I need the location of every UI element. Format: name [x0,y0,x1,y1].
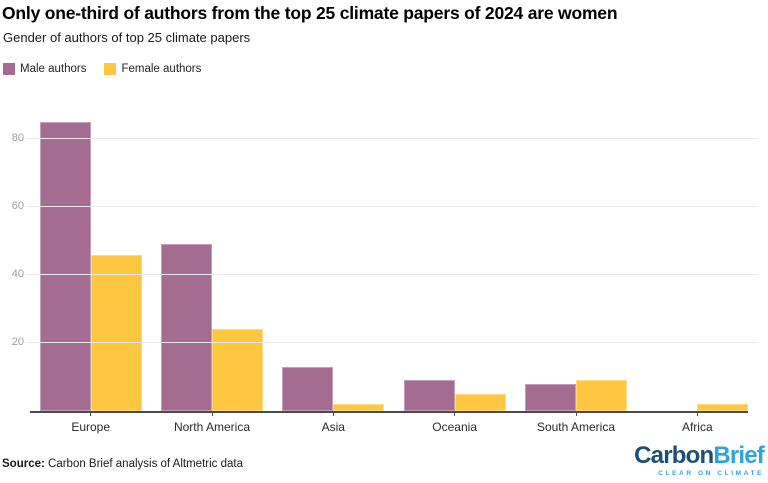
x-axis-label-africa: Africa [681,420,713,434]
x-axis-tick-oceania [454,411,456,416]
x-axis-label-oceania: Oceania [432,420,477,434]
bar-group-europe [30,105,151,411]
y-axis-tick-label-20: 20 [11,336,24,348]
y-axis-tick-label-40: 40 [11,268,24,280]
bar-oceania-male-authors [403,380,455,411]
x-axis-label-asia: Asia [321,420,345,434]
legend-label-female: Female authors [121,63,202,75]
plot-area [26,105,758,416]
source-label: Source: [2,458,45,470]
bar-group-asia [273,105,394,411]
source-note: Source: Carbon Brief analysis of Altmetr… [2,458,243,470]
logo-tagline: CLEAR ON CLIMATE [658,470,764,477]
x-axis-tick-north-america [211,411,213,416]
x-axis-label-europe: Europe [71,420,111,434]
logo-wordmark: CarbonBrief [634,442,765,469]
bar-group-africa [637,105,758,411]
bar-group-south-america [515,105,636,411]
bar-asia-female-authors [333,404,385,411]
bar-europe-female-authors [90,254,142,411]
x-axis-labels: Europe North America Asia Oceania South Amer… [30,420,758,434]
bar-north-america-male-authors [160,244,212,411]
bar-africa-female-authors [697,404,749,411]
legend: Male authors Female authors [3,63,201,75]
logo-brief: Brief [713,442,764,469]
bar-group-oceania [394,105,515,411]
x-axis-line [30,411,748,413]
bar-south-america-female-authors [575,380,627,411]
y-axis-tick-label-80: 80 [11,132,24,144]
source-text: Carbon Brief analysis of Altmetric data [44,458,243,470]
gridline-40 [26,274,758,275]
bar-north-america-female-authors [211,329,263,411]
x-axis-tick-europe [90,411,92,416]
carbonbrief-logo: CarbonBrief CLEAR ON CLIMATE [634,442,765,478]
gridline-80 [26,138,758,139]
female-authors-swatch-icon [104,63,117,75]
male-authors-swatch-icon [3,63,15,75]
x-axis-label-north-america: North America [173,420,250,434]
legend-item-female: Female authors [104,63,201,75]
bar-groups [30,105,758,411]
gridline-60 [26,206,758,207]
logo-carbon: Carbon [634,442,714,469]
gridline-20 [26,342,758,343]
legend-label-male: Male authors [20,63,87,75]
bar-group-north-america [151,105,272,411]
y-axis-tick-label-60: 60 [11,200,24,212]
x-axis-tick-africa [696,411,698,416]
x-axis-tick-south-america [575,411,577,416]
legend-item-male: Male authors [3,63,86,75]
chart-title: Only one-third of authors from the top 2… [2,3,618,23]
bar-europe-male-authors [39,122,91,411]
bar-asia-male-authors [282,366,334,411]
chart-subtitle: Gender of authors of top 25 climate pape… [3,30,251,45]
bar-south-america-male-authors [524,383,576,411]
x-axis-tick-asia [332,411,334,416]
x-axis-label-south-america: South America [536,420,615,434]
bar-oceania-female-authors [454,394,506,411]
